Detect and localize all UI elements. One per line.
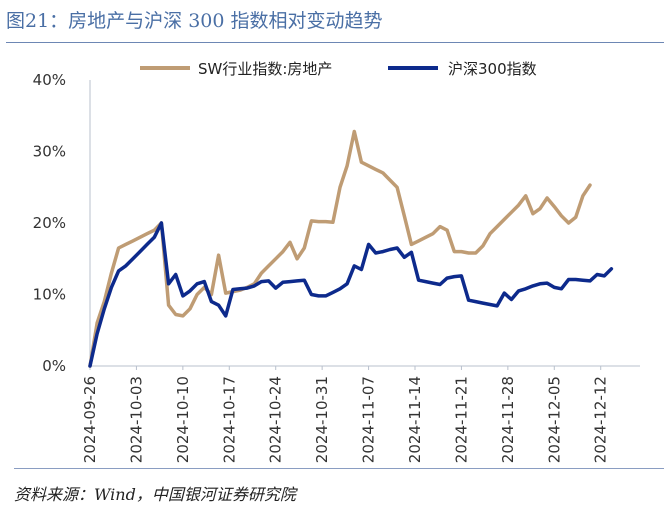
x-tick-label: 2024-10-10: [174, 376, 192, 463]
series-line-2: [88, 221, 614, 368]
x-tick-label: 2024-11-14: [406, 376, 424, 463]
line-chart: 0% 10% 20% 30% 40% 2024-09-26 2024-10-03 2024-1…: [33, 60, 640, 463]
x-tick-label: 2024-10-31: [313, 376, 331, 463]
title-divider: [6, 42, 664, 43]
legend-label-2: 沪深300指数: [448, 60, 537, 78]
figure-title: 图21：房地产与沪深 300 指数相对变动趋势: [6, 10, 383, 32]
legend-label-1: SW行业指数:房地产: [198, 60, 332, 78]
y-tick-label: 10%: [33, 286, 66, 304]
y-tick-label: 30%: [33, 143, 66, 161]
x-tick-label: 2024-11-28: [499, 376, 517, 463]
y-tick-label: 40%: [33, 71, 66, 89]
x-tick-label: 2024-09-26: [81, 376, 99, 463]
series-line-1: [88, 129, 592, 368]
x-tick-label: 2024-12-12: [592, 376, 610, 463]
x-tick-label: 2024-12-05: [545, 376, 563, 463]
x-tick-label: 2024-10-03: [127, 376, 145, 463]
source-note: 资料来源：Wind，中国银河证券研究院: [14, 485, 296, 504]
x-tick-label: 2024-11-07: [360, 376, 378, 463]
x-tick-label: 2024-11-21: [452, 376, 470, 463]
x-tick-label: 2024-10-17: [220, 376, 238, 463]
y-tick-label: 0%: [42, 357, 66, 375]
y-tick-label: 20%: [33, 214, 66, 232]
x-tick-label: 2024-10-24: [267, 376, 285, 463]
footer-divider: [14, 468, 664, 469]
